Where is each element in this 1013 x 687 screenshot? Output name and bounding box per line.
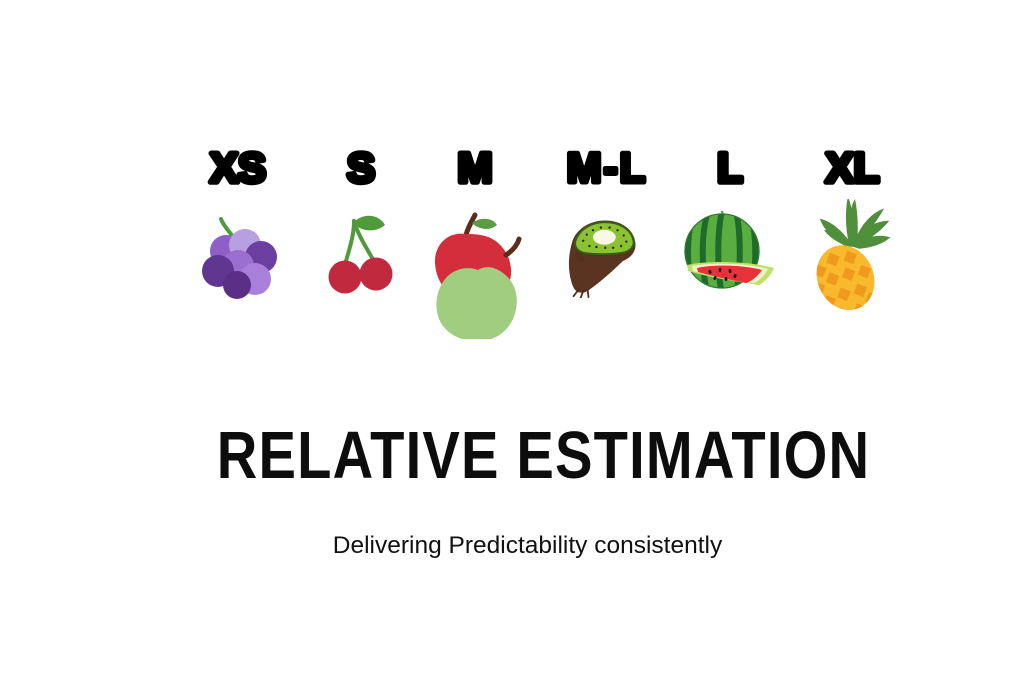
svg-text:L: L bbox=[717, 144, 743, 191]
svg-text:S: S bbox=[346, 144, 374, 191]
svg-text:M: M bbox=[458, 144, 493, 191]
svg-text:XS: XS bbox=[209, 144, 265, 191]
svg-text:M-L: M-L bbox=[566, 144, 647, 191]
svg-text:XL: XL bbox=[826, 144, 880, 191]
